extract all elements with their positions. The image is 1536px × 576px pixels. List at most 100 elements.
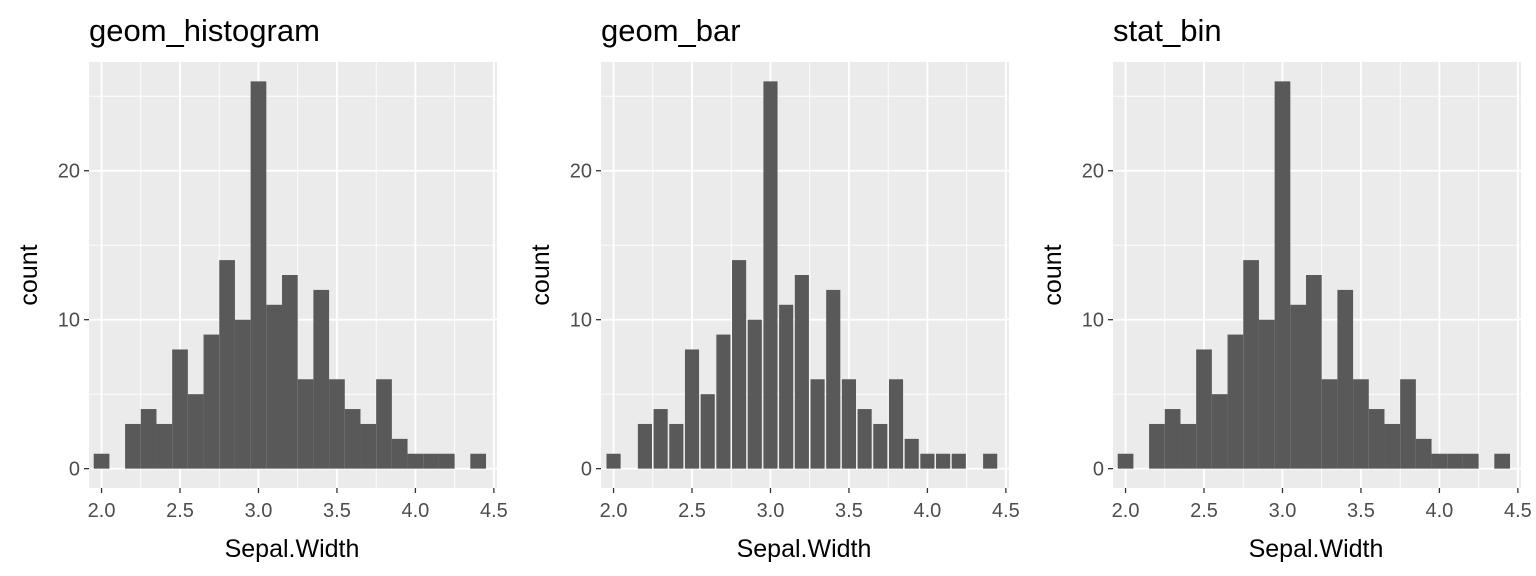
bar <box>140 409 157 469</box>
x-tick-label: 3.5 <box>1347 500 1375 522</box>
y-axis-title: count <box>527 244 555 305</box>
y-tick-label: 0 <box>1093 459 1104 481</box>
bar <box>1274 81 1291 469</box>
bar <box>1117 453 1134 469</box>
histogram-panel: geom_histogram 2.0 2.5 3.0 3.5 4.0 4.5 0 10 20 S… <box>15 13 508 563</box>
x-tick-label: 4.0 <box>1425 500 1453 522</box>
bar <box>1447 453 1463 469</box>
chart-title: geom_histogram <box>89 13 320 48</box>
bar <box>203 334 220 469</box>
bar <box>873 423 888 469</box>
bar <box>1321 379 1338 469</box>
y-axis-title: count <box>1039 244 1067 305</box>
bar <box>1400 379 1416 469</box>
bar <box>920 453 935 469</box>
bar <box>172 349 188 469</box>
bar <box>1384 423 1401 469</box>
bar <box>219 260 235 469</box>
bar <box>1290 304 1307 469</box>
chart-title: stat_bin <box>1113 13 1222 48</box>
y-tick-label: 20 <box>58 161 80 183</box>
bar <box>794 275 809 469</box>
bar <box>266 304 283 469</box>
bar <box>732 260 747 469</box>
bar <box>1415 438 1432 469</box>
tick-marks <box>84 170 495 493</box>
bar <box>93 453 110 469</box>
bar <box>951 453 966 469</box>
y-tick-label: 0 <box>581 459 592 481</box>
bar <box>1196 349 1212 469</box>
bar <box>1494 453 1511 469</box>
bar <box>826 289 841 469</box>
bar <box>360 423 377 469</box>
bar <box>841 379 856 469</box>
x-tick-label: 2.5 <box>166 500 194 522</box>
chart-title: geom_bar <box>601 13 741 48</box>
bar <box>904 438 919 469</box>
y-tick-label: 10 <box>570 310 592 332</box>
bar <box>700 394 715 469</box>
bar <box>1368 409 1385 469</box>
bar <box>1462 453 1479 469</box>
bar <box>653 409 668 469</box>
bar <box>1258 319 1275 469</box>
bar <box>423 453 439 469</box>
x-tick-label: 4.5 <box>992 500 1020 522</box>
bar <box>438 453 455 469</box>
bar <box>282 275 298 469</box>
tick-labels: 2.0 2.5 3.0 3.5 4.0 4.5 0 10 20 <box>570 161 1020 522</box>
tick-labels: 2.0 2.5 3.0 3.5 4.0 4.5 0 10 20 <box>58 161 508 522</box>
bars <box>93 81 487 469</box>
y-axis-title: count <box>15 244 43 305</box>
bar <box>1227 334 1244 469</box>
x-tick-label: 4.5 <box>480 500 508 522</box>
bar <box>187 394 204 469</box>
bar <box>857 409 872 469</box>
y-tick-label: 20 <box>570 161 592 183</box>
bar <box>1211 394 1228 469</box>
y-tick-label: 0 <box>69 459 80 481</box>
x-tick-label: 3.5 <box>323 500 351 522</box>
y-tick-label: 10 <box>58 310 80 332</box>
bar <box>1337 289 1354 469</box>
bar <box>250 81 267 469</box>
bar <box>637 423 652 469</box>
tick-marks <box>596 170 1007 493</box>
x-tick-label: 4.0 <box>401 500 429 522</box>
bar <box>344 409 361 469</box>
y-tick-label: 20 <box>1082 161 1104 183</box>
bar <box>1180 423 1197 469</box>
bar <box>297 379 314 469</box>
x-tick-label: 2.0 <box>88 500 116 522</box>
bar <box>407 453 424 469</box>
tick-labels: 2.0 2.5 3.0 3.5 4.0 4.5 0 10 20 <box>1082 161 1532 522</box>
bar <box>391 438 408 469</box>
bar <box>1164 409 1181 469</box>
x-axis-title: Sepal.Width <box>1249 535 1384 563</box>
bar <box>1149 423 1165 469</box>
x-tick-label: 3.0 <box>757 500 785 522</box>
bar <box>1243 260 1259 469</box>
x-tick-label: 4.5 <box>1504 500 1532 522</box>
bar <box>329 379 345 469</box>
bar <box>376 379 392 469</box>
bar <box>669 423 684 469</box>
bar <box>779 304 794 469</box>
tick-marks <box>1108 170 1519 493</box>
x-axis-title: Sepal.Width <box>737 535 872 563</box>
x-tick-label: 3.5 <box>835 500 863 522</box>
bar <box>684 349 700 469</box>
bar <box>313 289 330 469</box>
x-tick-label: 3.0 <box>245 500 273 522</box>
x-tick-label: 2.0 <box>600 500 628 522</box>
bar <box>716 334 731 469</box>
x-tick-label: 4.0 <box>913 500 941 522</box>
bar <box>1306 275 1322 469</box>
bar <box>1431 453 1448 469</box>
x-tick-label: 2.0 <box>1112 500 1140 522</box>
bars <box>606 81 998 469</box>
bar <box>234 319 251 469</box>
bar <box>606 453 621 469</box>
bar <box>747 319 762 469</box>
